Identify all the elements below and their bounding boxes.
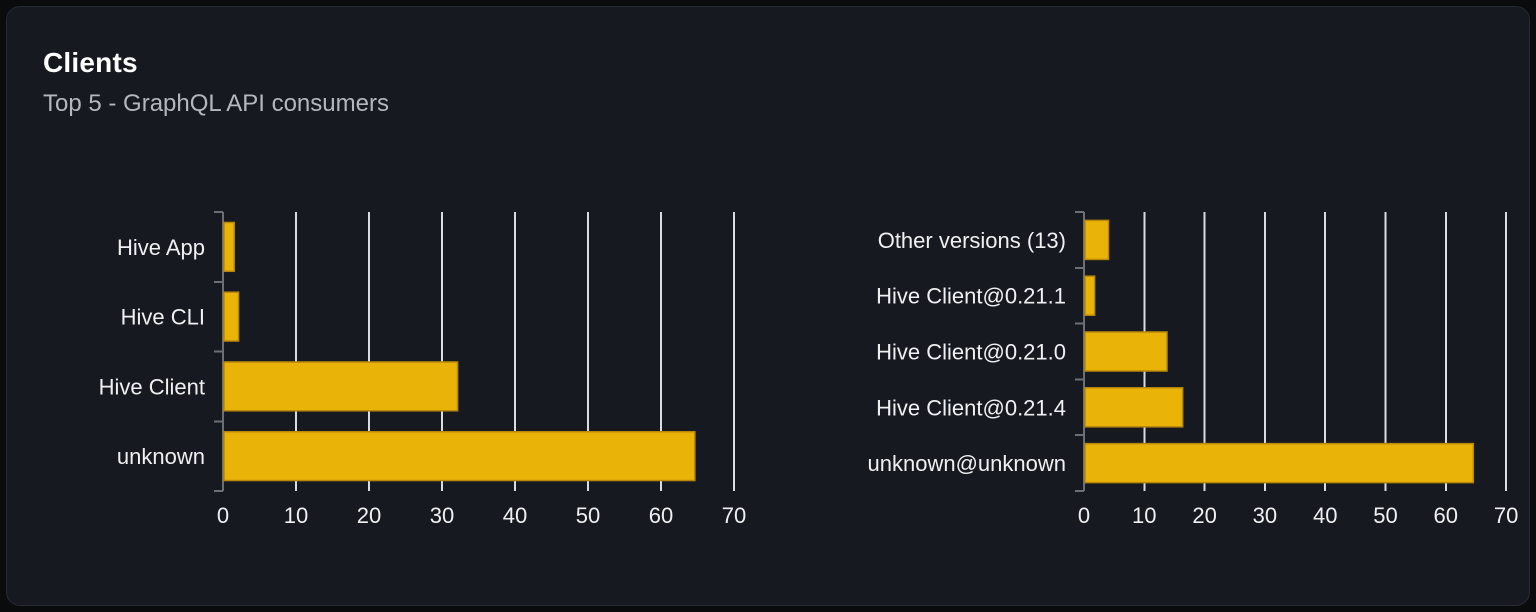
card-title: Clients [43,47,138,78]
card-header: Clients Top 5 - GraphQL API consumers [7,7,1529,118]
x-tick-label: 20 [357,503,381,528]
category-label-hive-client: Hive Client [99,374,205,399]
category-label-hive-cli: Hive CLI [121,305,205,330]
category-label-hive-client-0-21-0: Hive Client@0.21.0 [876,340,1066,365]
bar-hive-client-0-21-1[interactable] [1084,275,1096,316]
bar-unknown[interactable] [223,430,696,482]
x-tick-label: 50 [1373,503,1397,528]
bar-unknown-unknown[interactable] [1084,442,1475,484]
clients-by-name-svg: 0 10 20 30 40 50 60 70 Hive App Hive CLI Hive Clie… [99,211,746,528]
bar-hive-client-0-21-0[interactable] [1084,331,1168,372]
bar-hive-client-0-21-4[interactable] [1084,387,1184,428]
category-label-hive-client-0-21-1: Hive Client@0.21.1 [876,284,1066,309]
x-tick-label: 70 [722,503,746,528]
category-label-unknown-unknown: unknown@unknown [868,451,1066,476]
x-tick-label: 0 [1078,503,1090,528]
x-tick-label: 30 [430,503,454,528]
category-label-unknown: unknown [117,444,205,469]
x-tick-label: 20 [1192,503,1216,528]
category-label-hive-app: Hive App [117,235,205,260]
category-label-hive-client-0-21-4: Hive Client@0.21.4 [876,395,1066,420]
x-tick-label: 40 [503,503,527,528]
bar-hive-client[interactable] [223,361,459,412]
clients-card: Clients Top 5 - GraphQL API consumers 0 1… [6,6,1530,606]
bar-hive-cli[interactable] [223,291,240,342]
bar-hive-app[interactable] [223,221,235,273]
client-versions-bar-chart: 0 10 20 30 40 50 60 70 Other versions (13) Hive C… [843,196,1529,556]
x-tick-label: 60 [649,503,673,528]
x-tick-label: 60 [1434,503,1458,528]
charts-row: 0 10 20 30 40 50 60 70 Hive App Hive CLI Hive Clie… [7,196,1529,566]
bar-other-versions-13[interactable] [1084,219,1110,261]
x-tick-label: 30 [1253,503,1277,528]
x-tick-label: 10 [1132,503,1156,528]
x-tick-label: 10 [284,503,308,528]
clients-bar-chart: 0 10 20 30 40 50 60 70 Hive App Hive CLI Hive Clie… [87,196,787,556]
x-tick-label: 40 [1313,503,1337,528]
clients-by-version-svg: 0 10 20 30 40 50 60 70 Other versions (13) Hive C… [868,211,1518,528]
card-subtitle: Top 5 - GraphQL API consumers [43,90,389,117]
x-tick-label: 50 [576,503,600,528]
x-tick-label: 70 [1494,503,1518,528]
x-tick-label: 0 [217,503,229,528]
category-label-other-versions-13: Other versions (13) [878,228,1066,253]
